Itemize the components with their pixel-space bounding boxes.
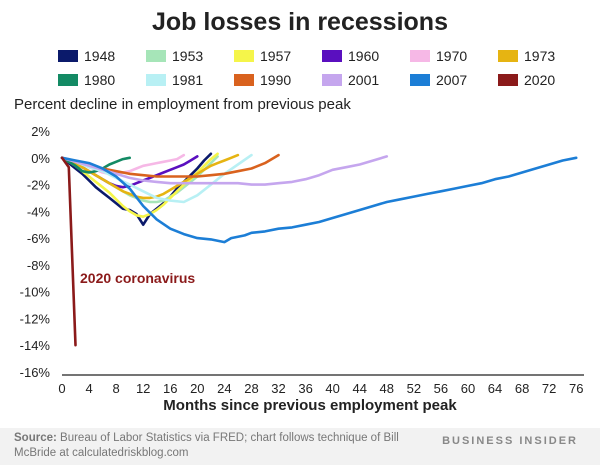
x-tick-label: 36: [298, 381, 312, 396]
legend: 1948 1953 1957 1960 1970 1973 1980 1981 1990 2001…: [58, 48, 588, 88]
y-tick-label: 2%: [31, 124, 50, 139]
legend-label: 1970: [436, 48, 468, 64]
series-line-2001: [60, 155, 389, 186]
legend-label: 2020: [524, 72, 556, 88]
x-tick-label: 76: [569, 381, 583, 396]
y-tick-label: -8%: [27, 258, 51, 273]
legend-item-1990: 1990: [234, 72, 322, 88]
legend-item-1960: 1960: [322, 48, 410, 64]
legend-swatch: [146, 50, 166, 62]
legend-swatch: [234, 50, 254, 62]
legend-swatch: [146, 74, 166, 86]
legend-item-1948: 1948: [58, 48, 146, 64]
x-axis-label: Months since previous employment peak: [163, 397, 457, 414]
annotation-2020-coronavirus: 2020 coronavirus: [80, 270, 195, 286]
x-tick-label: 28: [244, 381, 258, 396]
x-tick-label: 64: [488, 381, 502, 396]
x-tick-label: 40: [325, 381, 339, 396]
legend-swatch: [58, 74, 78, 86]
y-tick-label: -14%: [20, 338, 51, 353]
legend-label: 1981: [172, 72, 204, 88]
x-tick-label: 12: [136, 381, 150, 396]
legend-label: 1990: [260, 72, 292, 88]
y-tick-label: -4%: [27, 204, 51, 219]
legend-item-2020: 2020: [498, 72, 586, 88]
y-tick-label: -12%: [20, 311, 51, 326]
legend-swatch: [498, 50, 518, 62]
legend-swatch: [322, 74, 342, 86]
legend-item-1953: 1953: [146, 48, 234, 64]
x-tick-label: 56: [434, 381, 448, 396]
legend-swatch: [234, 74, 254, 86]
brand-logo: BUSINESS INSIDER: [442, 435, 578, 447]
y-tick-label: -6%: [27, 231, 51, 246]
x-tick-label: 8: [113, 381, 120, 396]
legend-item-1981: 1981: [146, 72, 234, 88]
source-text: Source: Bureau of Labor Statistics via F…: [14, 432, 399, 459]
y-tick-label: -2%: [27, 178, 51, 193]
legend-swatch: [410, 74, 430, 86]
x-tick-label: 32: [271, 381, 285, 396]
legend-label: 1953: [172, 48, 204, 64]
x-tick-label: 24: [217, 381, 231, 396]
series-line-2020: [60, 156, 77, 347]
x-tick-label: 68: [515, 381, 529, 396]
x-tick-label: 52: [407, 381, 421, 396]
x-tick-label: 0: [58, 381, 65, 396]
legend-label: 2001: [348, 72, 380, 88]
x-tick-label: 20: [190, 381, 204, 396]
y-tick-label: -10%: [20, 285, 51, 300]
x-tick-label: 60: [461, 381, 475, 396]
y-tick-label: 0%: [31, 151, 50, 166]
legend-label: 1980: [84, 72, 116, 88]
legend-swatch: [58, 50, 78, 62]
x-tick-label: 44: [352, 381, 366, 396]
x-tick-label: 48: [380, 381, 394, 396]
legend-item-2001: 2001: [322, 72, 410, 88]
legend-item-1970: 1970: [410, 48, 498, 64]
legend-label: 1973: [524, 48, 556, 64]
series-line-1980: [60, 156, 131, 174]
legend-swatch: [322, 50, 342, 62]
y-tick-label: -16%: [20, 365, 51, 380]
series-line-1981: [60, 153, 253, 204]
x-tick-label: 16: [163, 381, 177, 396]
legend-item-1957: 1957: [234, 48, 322, 64]
chart-title: Job losses in recessions: [152, 8, 448, 36]
series-line-2007: [60, 156, 578, 244]
footer: Source: Bureau of Labor Statistics via F…: [0, 428, 600, 465]
legend-item-1980: 1980: [58, 72, 146, 88]
x-tick-label: 4: [85, 381, 92, 396]
legend-swatch: [410, 50, 430, 62]
legend-item-2007: 2007: [410, 72, 498, 88]
legend-swatch: [498, 74, 518, 86]
legend-label: 1960: [348, 48, 380, 64]
x-tick-label: 72: [542, 381, 556, 396]
legend-item-1973: 1973: [498, 48, 586, 64]
legend-label: 1957: [260, 48, 292, 64]
legend-label: 1948: [84, 48, 116, 64]
legend-label: 2007: [436, 72, 468, 88]
y-axis-label: Percent decline in employment from previ…: [14, 96, 351, 113]
